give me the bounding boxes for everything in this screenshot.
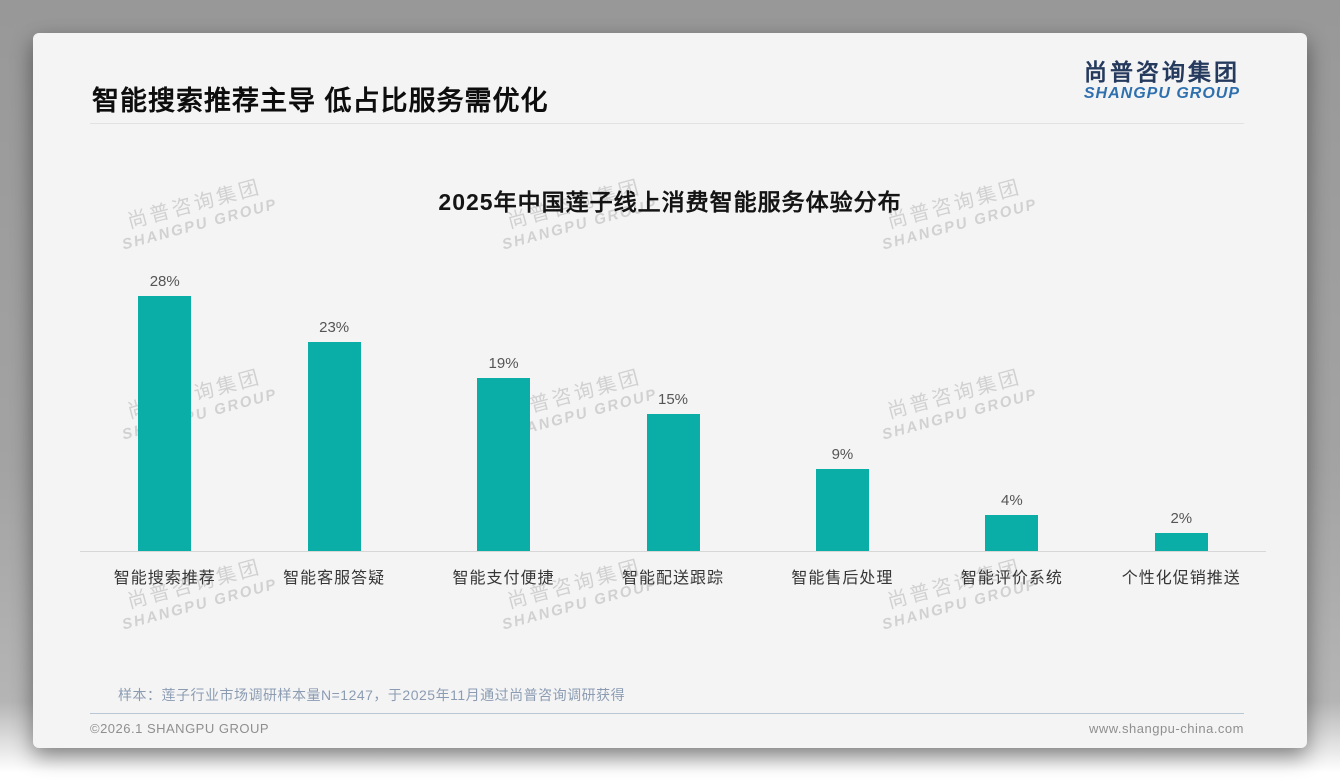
bar-value-label: 4% xyxy=(1001,492,1023,509)
footer: ©2026.1 SHANGPU GROUP www.shangpu-china.… xyxy=(90,721,1244,736)
bar-智能售后处理 xyxy=(815,469,869,551)
footer-copyright: ©2026.1 SHANGPU GROUP xyxy=(90,721,270,736)
logo-chinese-text: 尚普咨询集团 xyxy=(1084,59,1240,85)
bar-chart-plot: 28% 23% 19% 15% 9% 4% 2% xyxy=(80,253,1266,552)
bar-智能配送跟踪 xyxy=(646,414,700,551)
bar-value-label: 19% xyxy=(488,355,519,372)
x-axis-category-labels: 智能搜索推荐 智能客服答疑 智能支付便捷 智能配送跟踪 智能售后处理 智能评价系统 个性化促… xyxy=(80,564,1266,588)
title-divider xyxy=(90,123,1244,124)
slide-card: 尚普咨询集团 SHANGPU GROUP 尚普咨询集团 SHANGPU GROUP 尚普… xyxy=(33,33,1307,748)
x-axis-line xyxy=(80,551,1266,552)
category-label: 智能搜索推荐 xyxy=(113,570,216,587)
category-label: 智能评价系统 xyxy=(960,570,1063,587)
category-label: 个性化促销推送 xyxy=(1121,570,1241,587)
chart-title: 2025年中国莲子线上消费智能服务体验分布 xyxy=(438,189,902,215)
category-label: 智能配送跟踪 xyxy=(621,570,724,587)
bar-智能支付便捷 xyxy=(477,378,531,551)
bar-智能评价系统 xyxy=(985,515,1039,551)
bar-个性化促销推送 xyxy=(1154,533,1208,551)
footer-divider xyxy=(90,713,1244,714)
category-label: 智能售后处理 xyxy=(791,570,894,587)
logo-english-text: SHANGPU GROUP xyxy=(1083,85,1240,103)
bar-value-label: 2% xyxy=(1170,510,1193,527)
bar-value-label: 15% xyxy=(657,391,689,408)
category-label: 智能客服答疑 xyxy=(283,570,386,587)
footer-website-url: www.shangpu-china.com xyxy=(1088,721,1244,736)
bar-智能搜索推荐 xyxy=(138,296,192,551)
category-label: 智能支付便捷 xyxy=(452,570,555,587)
sample-note: 样本：莲子行业市场调研样本量N=1247，于2025年11月通过尚普咨询调研获得 xyxy=(118,687,626,703)
page-title: 智能搜索推荐主导 低占比服务需优化 xyxy=(92,86,549,116)
bar-value-label: 9% xyxy=(831,446,854,463)
company-logo: 尚普咨询集团 SHANGPU GROUP xyxy=(1083,59,1240,103)
bar-智能客服答疑 xyxy=(307,342,361,551)
bar-value-label: 23% xyxy=(319,319,350,336)
bar-value-label: 28% xyxy=(149,273,180,290)
